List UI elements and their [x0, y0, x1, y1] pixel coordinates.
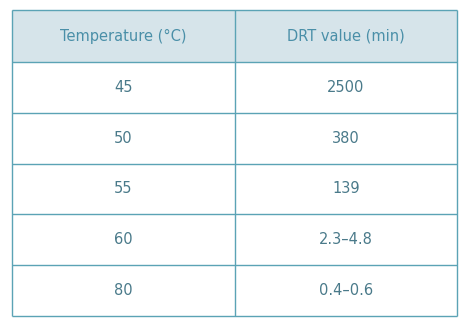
Bar: [234, 62, 457, 113]
Bar: [12, 215, 234, 265]
Bar: [12, 265, 234, 316]
Bar: [234, 10, 457, 62]
Text: 45: 45: [114, 80, 133, 95]
Text: 60: 60: [114, 232, 133, 247]
Text: 80: 80: [114, 283, 133, 298]
Text: 2.3–4.8: 2.3–4.8: [319, 232, 373, 247]
Text: 55: 55: [114, 182, 133, 197]
Bar: [12, 62, 234, 113]
Text: 0.4–0.6: 0.4–0.6: [319, 283, 373, 298]
Bar: [12, 10, 234, 62]
Text: Temperature (°C): Temperature (°C): [60, 28, 187, 43]
Text: 139: 139: [332, 182, 360, 197]
Bar: [234, 265, 457, 316]
Bar: [12, 164, 234, 215]
Text: 50: 50: [114, 131, 133, 146]
Text: 2500: 2500: [327, 80, 364, 95]
Bar: [234, 215, 457, 265]
Text: 380: 380: [332, 131, 360, 146]
Bar: [234, 113, 457, 164]
Bar: [234, 164, 457, 215]
Text: DRT value (min): DRT value (min): [287, 28, 405, 43]
Bar: [12, 113, 234, 164]
